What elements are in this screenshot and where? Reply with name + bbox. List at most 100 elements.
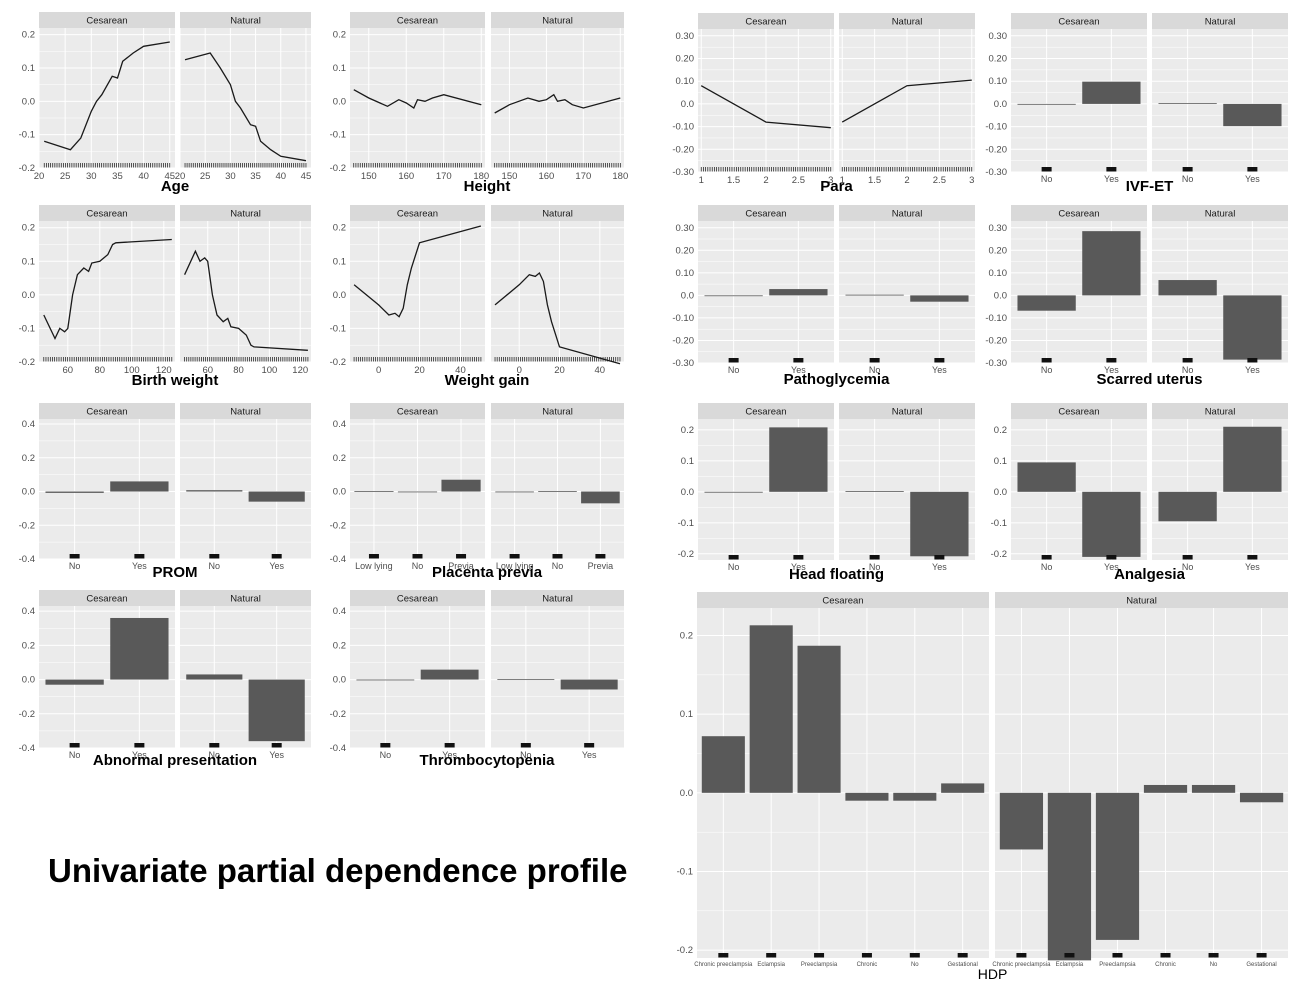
- rug: [353, 163, 482, 168]
- facet-strip: [698, 13, 834, 29]
- x-tick-label: 35: [250, 171, 261, 182]
- rug-mark: [69, 554, 80, 559]
- bar-chronic-preeclampsia: [999, 792, 1044, 850]
- y-tick-label: 0.0: [681, 99, 694, 110]
- bar-yes: [110, 481, 169, 492]
- facet-label: Cesarean: [1058, 407, 1099, 418]
- facet-pathoglycemia-1: Natural No Yes: [839, 205, 975, 375]
- bar-low-lying: [354, 491, 394, 492]
- plot-panel: [350, 221, 485, 362]
- x-tick-label: No: [728, 562, 740, 572]
- chart-para: Cesarean 1 1.5 2 2.5 3 Natural 1 1.5 2 2.5 3 -0.30 -0…: [672, 13, 975, 195]
- y-tick-label: -0.1: [19, 130, 35, 141]
- x-tick-label: No: [69, 561, 81, 571]
- rug-mark: [861, 953, 872, 958]
- chart-birth_weight: Cesarean 60 80 100 120 Natural 60 80 100 120 -0.2 -…: [19, 205, 311, 389]
- x-tick-label: 0: [376, 365, 381, 376]
- bar-no: [497, 679, 555, 681]
- x-axis-label: Para: [820, 178, 853, 195]
- y-tick-label: 0.30: [989, 31, 1008, 42]
- rug-mark: [271, 743, 282, 748]
- bar-preeclampsia: [1095, 792, 1140, 940]
- chart-abnormal_presentation: Cesarean No Yes Natural No Yes -0.4 -0.2 0.0 0.2 0…: [19, 590, 311, 769]
- x-tick-label: Yes: [1104, 365, 1119, 375]
- bar-no: [45, 491, 104, 493]
- facet-birth_weight-0: Cesarean 60 80 100 120: [39, 205, 175, 376]
- chart-ivf_et: Cesarean No Yes Natural No Yes -0.30 -0.20 -0.10…: [985, 13, 1288, 195]
- facet-weight_gain-1: Natural 0 20 40: [491, 205, 624, 376]
- y-tick-label: 0.0: [333, 290, 346, 301]
- x-tick-label: 100: [124, 365, 140, 376]
- x-tick-label: 2: [763, 175, 768, 186]
- facet-label: Natural: [1205, 17, 1236, 28]
- x-tick-label: Chronic preeclampsia: [694, 962, 753, 968]
- bar-no: [1017, 103, 1076, 105]
- plot-panel: [180, 221, 311, 362]
- x-tick-label: No: [1182, 174, 1194, 184]
- bar-gestational: [1239, 792, 1284, 803]
- y-tick-label: 0.10: [676, 76, 695, 87]
- facet-strip: [350, 205, 485, 221]
- facet-strip: [491, 12, 624, 28]
- rug: [841, 167, 973, 172]
- x-tick-label: No: [869, 562, 881, 572]
- rug-mark: [1182, 358, 1193, 363]
- facet-scarred_uterus-1: Natural No Yes: [1152, 205, 1288, 375]
- x-tick-label: Chronic preeclampsia: [992, 962, 1051, 968]
- facet-strip: [1011, 13, 1147, 29]
- y-tick-label: 0.4: [22, 606, 35, 617]
- y-tick-label: -0.2: [330, 163, 346, 174]
- x-tick-label: No: [1182, 562, 1194, 572]
- facet-strip: [1152, 13, 1288, 29]
- plot-panel: [39, 28, 175, 168]
- x-tick-label: Yes: [932, 365, 947, 375]
- rug-mark: [1064, 953, 1075, 958]
- chart-thrombocytopenia: Cesarean No Yes Natural No Yes -0.4 -0.2 0.0 0.2 0…: [330, 590, 624, 769]
- x-tick-label: 3: [969, 175, 974, 186]
- bar-yes: [110, 617, 169, 680]
- x-tick-label: 1: [840, 175, 845, 186]
- rug-mark: [134, 743, 145, 748]
- x-tick-label: Yes: [269, 750, 284, 760]
- y-tick-label: -0.30: [985, 358, 1007, 369]
- x-tick-label: 40: [275, 171, 286, 182]
- x-tick-label: 160: [538, 171, 554, 182]
- plot-panel: [491, 606, 624, 748]
- facet-analgesia-1: Natural No Yes: [1152, 403, 1288, 572]
- rug-mark: [1106, 555, 1117, 560]
- x-tick-label: 3: [828, 175, 833, 186]
- rug-mark: [69, 743, 80, 748]
- facet-label: Natural: [1126, 596, 1157, 607]
- x-tick-label: No: [1041, 562, 1053, 572]
- x-tick-label: No: [1041, 174, 1053, 184]
- x-tick-label: 30: [225, 171, 236, 182]
- facet-strip: [839, 13, 975, 29]
- facet-scarred_uterus-0: Cesarean No Yes: [1011, 205, 1147, 375]
- x-tick-label: No: [380, 750, 392, 760]
- bar-eclampsia: [749, 625, 793, 793]
- page-title: Univariate partial dependence profile: [48, 852, 628, 889]
- rug: [353, 357, 482, 362]
- series-line: [700, 85, 831, 129]
- facet-placenta_previa-0: Cesarean Low lying No Previa: [350, 403, 485, 571]
- facet-strip: [39, 590, 175, 606]
- x-axis-label: HDP: [978, 966, 1008, 982]
- bar-no: [1158, 103, 1217, 105]
- y-tick-label: 0.1: [22, 256, 35, 267]
- x-tick-label: 160: [398, 171, 414, 182]
- y-tick-label: 0.2: [333, 223, 346, 234]
- rug-mark: [728, 555, 739, 560]
- y-tick-label: -0.1: [330, 130, 346, 141]
- y-tick-label: 0.4: [333, 606, 346, 617]
- y-tick-label: 0.1: [681, 456, 694, 467]
- facet-label: Natural: [542, 594, 573, 605]
- x-tick-label: Eclampsia: [757, 962, 785, 968]
- y-tick-label: -0.30: [672, 167, 694, 178]
- facet-label: Natural: [892, 209, 923, 220]
- facet-strip: [491, 403, 624, 419]
- plot-panel: [180, 28, 311, 168]
- y-tick-label: 0.1: [994, 456, 1007, 467]
- x-tick-label: No: [520, 750, 532, 760]
- bar-yes: [1082, 81, 1141, 104]
